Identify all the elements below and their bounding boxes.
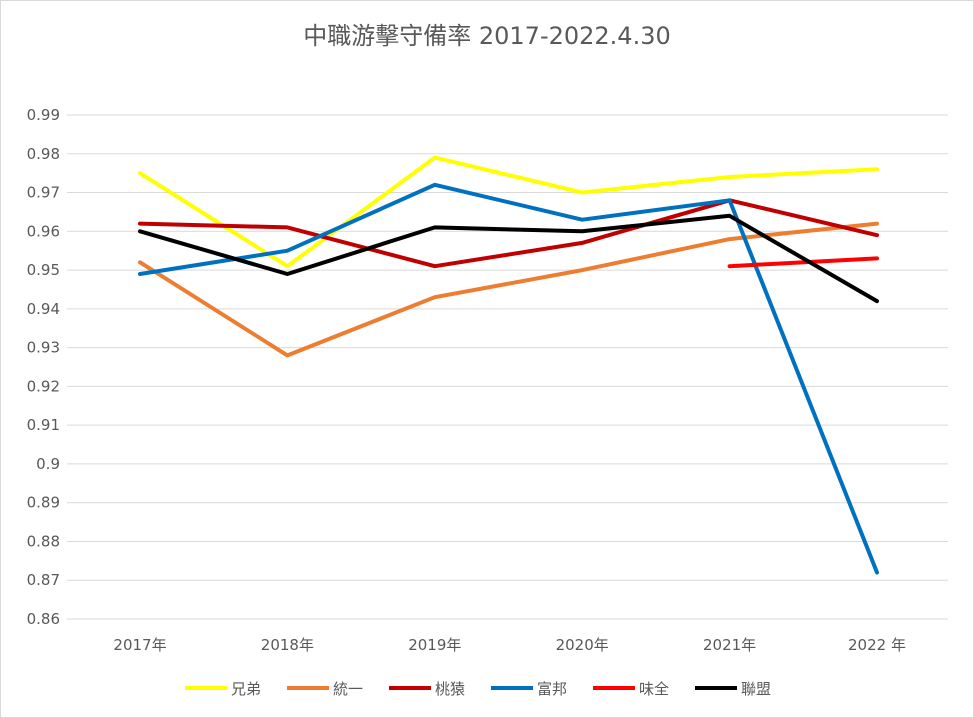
y-tick-label: 0.87: [27, 571, 60, 589]
y-tick-label: 0.98: [27, 145, 60, 163]
y-tick-label: 0.88: [27, 532, 60, 550]
x-tick-label: 2022 年: [848, 636, 906, 654]
y-tick-label: 0.89: [27, 494, 60, 512]
y-tick-label: 0.9: [36, 455, 60, 473]
y-tick-label: 0.96: [27, 222, 60, 240]
x-tick-label: 2018年: [261, 636, 314, 654]
y-tick-label: 0.94: [27, 300, 60, 318]
series-line-3: [138, 182, 879, 575]
y-axis-tick-labels: 0.86 0.87 0.88 0.89 0.9 0.91 0.92 0.93 0.94 0.95 0…: [27, 106, 60, 628]
y-tick-label: 0.95: [27, 261, 60, 279]
y-tick-label: 0.92: [27, 377, 60, 395]
legend-label: 統一: [333, 680, 363, 698]
legend: 兄弟 統一 桃猿 富邦 味全 聯盟: [185, 680, 771, 698]
legend-label: 桃猿: [435, 680, 465, 698]
series-line-0: [138, 155, 879, 269]
legend-label: 富邦: [537, 680, 567, 698]
legend-label: 味全: [639, 680, 669, 698]
y-tick-label: 0.91: [27, 416, 60, 434]
y-tick-label: 0.86: [27, 610, 60, 628]
x-tick-label: 2020年: [556, 636, 609, 654]
series-line-4: [727, 256, 879, 269]
legend-label: 聯盟: [741, 680, 771, 698]
x-tick-label: 2021年: [703, 636, 756, 654]
x-tick-label: 2019年: [408, 636, 461, 654]
series-line-5: [138, 213, 879, 304]
y-tick-label: 0.97: [27, 184, 60, 202]
y-tick-label: 0.99: [27, 106, 60, 124]
x-axis-tick-labels: 2017年 2018年 2019年 2020年 2021年 2022 年: [113, 636, 906, 654]
legend-label: 兄弟: [231, 680, 261, 698]
chart-title: 中職游擊守備率 2017-2022.4.30: [303, 22, 671, 50]
y-tick-label: 0.93: [27, 339, 60, 357]
gridlines: [67, 114, 948, 620]
series-line-1: [138, 221, 879, 358]
x-tick-label: 2017年: [113, 636, 166, 654]
series-line-2: [138, 198, 879, 269]
series-lines: [138, 155, 879, 575]
